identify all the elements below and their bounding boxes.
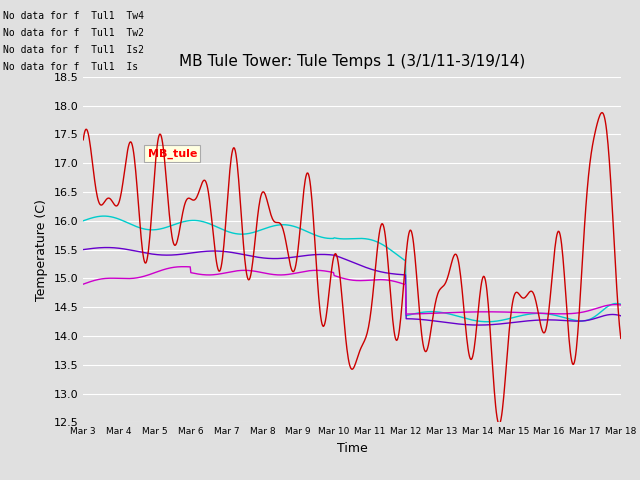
Text: No data for f  Tul1  Tw2: No data for f Tul1 Tw2 <box>3 28 144 38</box>
Title: MB Tule Tower: Tule Temps 1 (3/1/11-3/19/14): MB Tule Tower: Tule Temps 1 (3/1/11-3/19… <box>179 54 525 69</box>
Text: No data for f  Tul1  Is: No data for f Tul1 Is <box>3 61 138 72</box>
Text: No data for f  Tul1  Tw4: No data for f Tul1 Tw4 <box>3 11 144 21</box>
Text: No data for f  Tul1  Is2: No data for f Tul1 Is2 <box>3 45 144 55</box>
Y-axis label: Temperature (C): Temperature (C) <box>35 199 48 300</box>
X-axis label: Time: Time <box>337 442 367 455</box>
Text: MB_tule: MB_tule <box>148 148 197 158</box>
